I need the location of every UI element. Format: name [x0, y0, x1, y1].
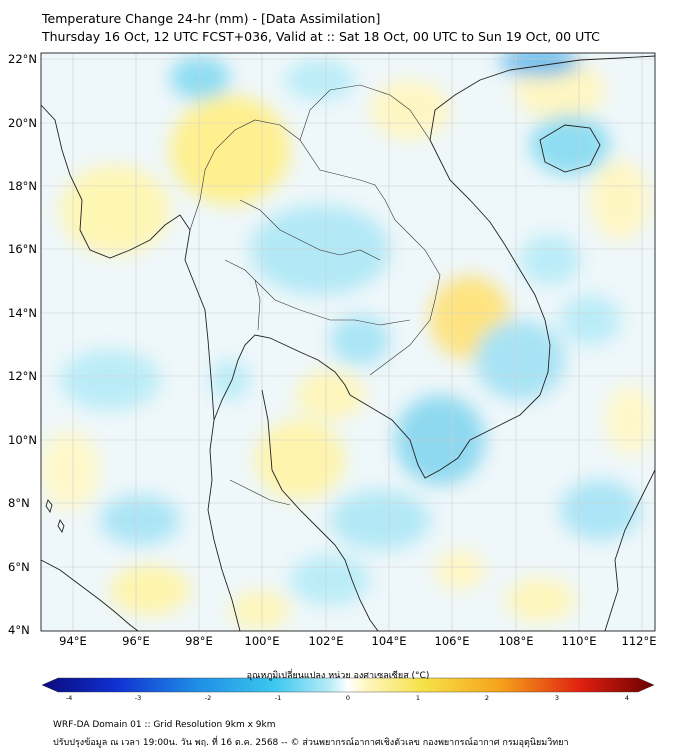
lat-tick: 10°N — [8, 433, 37, 447]
colorbar-tick: 3 — [554, 694, 560, 702]
colorbar-label: อุณหภูมิเปลี่ยนแปลง หน่วย องศาเซลเซียส (… — [246, 671, 430, 681]
map-subtitle: Thursday 16 Oct, 12 UTC FCST+036, Valid … — [42, 29, 600, 44]
lat-tick: 16°N — [8, 242, 37, 256]
colorbar-tick: -4 — [65, 694, 73, 702]
lon-tick: 94°E — [59, 634, 87, 648]
footer-credit: ปรับปรุงข้อมูล ณ เวลา 19:00น. วัน พฤ. ที… — [53, 738, 569, 748]
lon-tick: 106°E — [434, 634, 470, 648]
graticule — [41, 53, 655, 631]
colorbar-tick: 2 — [484, 694, 490, 702]
lat-tick: 12°N — [8, 369, 37, 383]
coastlines — [41, 55, 655, 631]
lon-tick: 100°E — [244, 634, 280, 648]
colorbar-tick: -1 — [274, 694, 282, 702]
lon-tick: 104°E — [371, 634, 407, 648]
colorbar-tick: -3 — [134, 694, 142, 702]
lon-tick: 108°E — [498, 634, 534, 648]
lon-tick: 112°E — [621, 634, 657, 648]
lat-tick: 8°N — [8, 496, 30, 510]
colorbar — [41, 677, 655, 693]
colorbar-tick: -2 — [204, 694, 212, 702]
colorbar-tick: 1 — [415, 694, 421, 702]
lon-tick: 98°E — [185, 634, 213, 648]
lon-tick: 110°E — [561, 634, 597, 648]
lon-tick: 102°E — [308, 634, 344, 648]
lat-tick: 6°N — [8, 560, 30, 574]
lat-tick: 22°N — [8, 52, 37, 66]
lat-tick: 20°N — [8, 116, 37, 130]
lat-tick: 18°N — [8, 179, 37, 193]
lat-tick: 14°N — [8, 306, 37, 320]
colorbar-tick: 4 — [624, 694, 630, 702]
lat-tick: 4°N — [8, 623, 30, 637]
map-field — [41, 53, 655, 631]
map-title: Temperature Change 24-hr (mm) - [Data As… — [42, 11, 381, 26]
footer-model-info: WRF-DA Domain 01 :: Grid Resolution 9km … — [53, 720, 276, 730]
lon-tick: 96°E — [122, 634, 150, 648]
colorbar-tick: 0 — [345, 694, 351, 702]
borders — [189, 84, 441, 506]
